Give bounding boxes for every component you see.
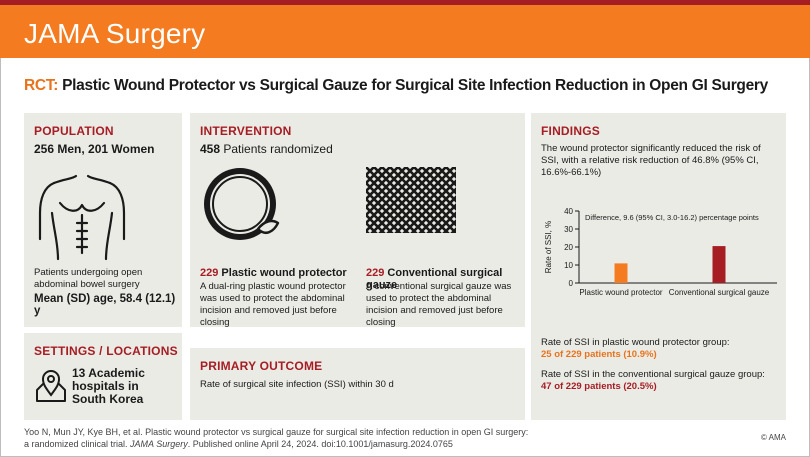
findings-panel: FINDINGS The wound protector significant… — [531, 113, 786, 420]
settings-line3: South Korea — [72, 392, 144, 406]
wound-protector-icon — [204, 168, 280, 240]
citation: Yoo N, Mun JY, Kye BH, et al. Plastic wo… — [24, 426, 528, 450]
top-accent-bar — [0, 0, 810, 5]
intervention-count-line: 458 Patients randomized — [200, 142, 333, 156]
y-tick-label: 10 — [564, 261, 573, 270]
primary-outcome-text: Rate of surgical site infection (SSI) wi… — [200, 379, 394, 390]
group2-value: 47 of 229 patients (20.5%) — [541, 381, 657, 392]
arm2-name: Conventional surgical gauze — [366, 267, 503, 291]
y-tick-label: 30 — [564, 225, 573, 234]
intervention-panel: INTERVENTION 458 Patients randomized 229… — [190, 113, 525, 328]
settings-panel: SETTINGS / LOCATIONS 13 Academic hospita… — [24, 333, 182, 420]
population-counts: 256 Men, 201 Women — [34, 142, 155, 156]
arm1-name: Plastic wound protector — [221, 267, 347, 279]
population-panel: POPULATION 256 Men, 201 Women Patients u… — [24, 113, 182, 327]
arm1-n: 229 — [200, 267, 219, 279]
arm2-description: A conventional surgical gauze was used t… — [366, 281, 512, 328]
arm1-title: 229 Plastic wound protector — [200, 267, 347, 279]
population-description: Patients undergoing open abdominal bowel… — [34, 267, 143, 290]
map-pin-icon — [36, 370, 66, 402]
primary-outcome-panel: PRIMARY OUTCOME Rate of surgical site in… — [190, 348, 525, 420]
citation-line1: Yoo N, Mun JY, Kye BH, et al. Plastic wo… — [24, 427, 529, 437]
y-axis-label: Rate of SSI, % — [544, 221, 553, 273]
ssi-bar-chart: 0 10 20 30 40 Rate of SSI, % Difference, 9.6 (… — [544, 207, 777, 297]
y-tick-label: 20 — [564, 243, 573, 252]
gauze-icon — [366, 167, 456, 233]
citation-line2-post: . Published online April 24, 2024. doi:1… — [187, 439, 453, 449]
settings-line1: 13 Academic — [72, 366, 145, 380]
intervention-heading: INTERVENTION — [200, 124, 292, 138]
group1-value: 25 of 229 patients (10.9%) — [541, 349, 657, 360]
journal-brand: JAMA Surgery — [24, 18, 206, 49]
settings-heading: SETTINGS / LOCATIONS — [34, 344, 178, 358]
arm2-n: 229 — [366, 267, 385, 279]
settings-line2: hospitals in — [72, 379, 139, 393]
primary-outcome-heading: PRIMARY OUTCOME — [200, 359, 323, 373]
title-text: Plastic Wound Protector vs Surgical Gauz… — [62, 77, 768, 94]
population-age: Mean (SD) age, 58.4 (12.1) y — [34, 293, 176, 317]
journal-header: JAMA Surgery — [0, 5, 810, 58]
citation-line2-pre: a randomized clinical trial. — [24, 439, 131, 449]
population-heading: POPULATION — [34, 124, 114, 138]
y-tick-label: 40 — [564, 207, 573, 216]
citation-journal: JAMA Surgery — [130, 439, 188, 449]
bar-1 — [614, 263, 628, 283]
title-prefix: RCT: — [24, 77, 59, 94]
citation-line2: a randomized clinical trial. JAMA Surger… — [24, 438, 528, 450]
page-title: RCT: Plastic Wound Protector vs Surgical… — [24, 77, 768, 95]
arm1-description: A dual-ring plastic wound protector was … — [200, 281, 346, 328]
intervention-count: 458 — [200, 142, 221, 156]
copyright: © AMA — [760, 433, 786, 442]
bar-2 — [712, 246, 726, 283]
group2-label: Rate of SSI in the conventional surgical… — [541, 369, 765, 380]
intervention-count-label: Patients randomized — [223, 142, 333, 156]
difference-annotation: Difference, 9.6 (95% CI, 3.0-16.2) perce… — [585, 213, 759, 222]
category-label-2: Conventional surgical gauze — [669, 288, 770, 297]
y-tick-label: 0 — [569, 279, 574, 288]
findings-summary: The wound protector significantly reduce… — [541, 143, 761, 178]
torso-icon — [38, 174, 126, 261]
category-label-1: Plastic wound protector — [579, 288, 662, 297]
findings-heading: FINDINGS — [541, 124, 600, 138]
arm2-title: 229 Conventional surgical gauze — [366, 267, 525, 291]
group1-label: Rate of SSI in plastic wound protector g… — [541, 337, 730, 348]
